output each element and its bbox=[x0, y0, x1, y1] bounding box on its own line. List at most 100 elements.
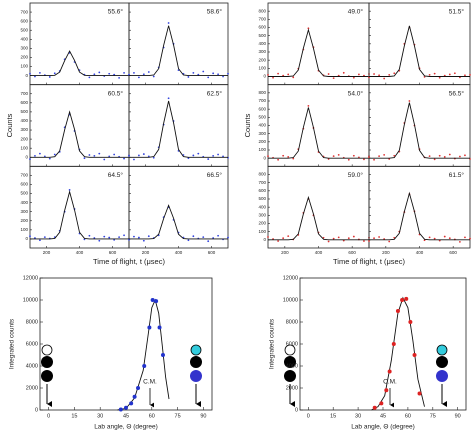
data-point bbox=[464, 74, 466, 77]
y-tick-label: 2000 bbox=[286, 385, 298, 391]
fit-line bbox=[268, 107, 369, 159]
molecule-icon bbox=[284, 344, 296, 407]
fit-line bbox=[268, 195, 369, 241]
x-tick-label: 400 bbox=[175, 250, 183, 255]
y-tick-label: 2000 bbox=[26, 385, 38, 391]
data-point bbox=[469, 237, 471, 240]
data-point bbox=[83, 157, 86, 160]
y-tick-label: 10000 bbox=[283, 297, 298, 303]
data-point bbox=[332, 155, 335, 158]
data-point bbox=[113, 238, 116, 241]
data-point bbox=[147, 71, 150, 73]
data-point bbox=[469, 73, 471, 76]
data-point bbox=[103, 235, 106, 238]
molecule-icon bbox=[190, 344, 202, 407]
panel-label: 49.0° bbox=[348, 8, 364, 16]
x-tick-label: 200 bbox=[382, 250, 390, 255]
y-tick-label: 600 bbox=[20, 100, 28, 105]
data-point bbox=[363, 240, 365, 242]
y-tick-label: 400 bbox=[258, 123, 266, 128]
data-point bbox=[459, 240, 461, 243]
data-point bbox=[167, 22, 170, 24]
data-point bbox=[378, 74, 380, 77]
data-point bbox=[464, 154, 466, 157]
data-point bbox=[29, 235, 31, 238]
data-point bbox=[103, 158, 106, 161]
x-axis-label: Time of flight, t (μsec) bbox=[333, 257, 405, 266]
fit-line bbox=[129, 25, 228, 77]
y-tick-label: 6000 bbox=[286, 341, 298, 347]
x-tick-label: 200 bbox=[43, 250, 51, 255]
data-point bbox=[423, 76, 426, 78]
y-tick-label: 400 bbox=[258, 204, 266, 209]
panel-label: 59.0° bbox=[348, 171, 364, 179]
data-point bbox=[118, 407, 123, 412]
data-point bbox=[384, 388, 389, 393]
data-point bbox=[448, 73, 451, 76]
data-point bbox=[267, 73, 269, 76]
y-tick-label: 4000 bbox=[26, 363, 38, 369]
data-point bbox=[433, 158, 436, 161]
y-tick-label: 200 bbox=[20, 55, 28, 60]
data-point bbox=[378, 155, 380, 158]
x-tick-label: 45 bbox=[123, 413, 129, 419]
y-tick-label: 700 bbox=[20, 9, 28, 14]
y-tick-label: 500 bbox=[258, 196, 266, 201]
data-point bbox=[222, 155, 224, 158]
data-point bbox=[138, 76, 140, 79]
y-tick-label: 100 bbox=[20, 64, 28, 69]
x-axis-label: Lab angle, Θ (degree) bbox=[351, 424, 415, 431]
y-tick-label: 12000 bbox=[283, 275, 298, 281]
y-tick-label: 700 bbox=[258, 17, 266, 22]
y-tick-label: 200 bbox=[258, 221, 266, 226]
data-point bbox=[277, 158, 279, 161]
data-point bbox=[287, 156, 290, 158]
data-point bbox=[160, 353, 165, 357]
data-point bbox=[113, 73, 116, 76]
data-point bbox=[352, 235, 355, 238]
data-point bbox=[152, 156, 155, 159]
x-tick-label: 45 bbox=[380, 413, 386, 419]
y-tick-label: 0 bbox=[25, 236, 28, 241]
data-point bbox=[129, 401, 134, 406]
y-tick-label: 500 bbox=[20, 27, 28, 32]
data-point bbox=[202, 70, 205, 73]
y-tick-label: 500 bbox=[20, 191, 28, 196]
fit-line bbox=[129, 204, 228, 240]
data-point bbox=[118, 76, 120, 79]
y-tick-label: 800 bbox=[258, 172, 266, 177]
data-point bbox=[408, 100, 411, 102]
y-tick-label: 0 bbox=[263, 155, 266, 160]
data-point bbox=[150, 298, 155, 302]
x-tick-label: 0 bbox=[47, 413, 50, 419]
panel-label: 61.5° bbox=[449, 171, 465, 179]
data-point bbox=[433, 237, 436, 240]
fit-line bbox=[129, 100, 228, 158]
y-tick-label: 400 bbox=[20, 36, 28, 41]
data-point bbox=[29, 158, 31, 160]
y-tick-label: 100 bbox=[258, 66, 266, 71]
data-point bbox=[136, 386, 141, 390]
data-point bbox=[267, 236, 269, 238]
data-point bbox=[277, 72, 279, 75]
data-point bbox=[53, 72, 56, 75]
data-point bbox=[438, 154, 441, 157]
data-point bbox=[417, 391, 422, 396]
data-point bbox=[379, 401, 384, 406]
panel-label: 58.6° bbox=[207, 8, 223, 16]
data-point bbox=[192, 71, 195, 74]
data-point bbox=[133, 235, 135, 238]
data-point bbox=[43, 155, 46, 158]
data-point bbox=[459, 155, 461, 158]
panel-label: 60.5° bbox=[108, 89, 124, 97]
data-point bbox=[332, 237, 335, 240]
x-tick-label: 200 bbox=[142, 250, 150, 255]
fit-line bbox=[371, 296, 425, 411]
x-tick-label: 90 bbox=[200, 413, 206, 419]
y-tick-label: 400 bbox=[20, 118, 28, 123]
y-tick-label: 200 bbox=[258, 57, 266, 62]
data-point bbox=[448, 153, 451, 156]
data-point bbox=[272, 76, 274, 79]
data-point bbox=[217, 73, 220, 76]
data-point bbox=[43, 236, 46, 239]
